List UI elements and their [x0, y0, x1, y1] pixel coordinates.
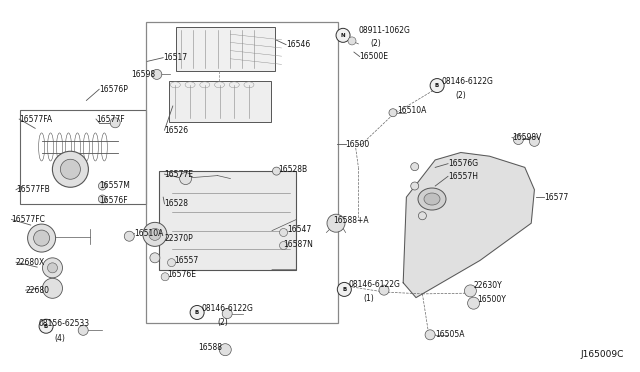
Text: 16577FC: 16577FC: [12, 215, 45, 224]
Text: 08146-6122G: 08146-6122G: [202, 304, 253, 313]
Circle shape: [99, 182, 106, 190]
Text: 16576E: 16576E: [168, 270, 196, 279]
Text: 08911-1062G: 08911-1062G: [358, 26, 410, 35]
Text: 16546: 16546: [286, 40, 310, 49]
Bar: [169, 81, 271, 122]
Circle shape: [280, 228, 287, 237]
Text: 16588+A: 16588+A: [333, 216, 369, 225]
Text: 16598V: 16598V: [512, 133, 541, 142]
Circle shape: [190, 305, 204, 320]
Text: 16526: 16526: [164, 126, 189, 135]
Circle shape: [42, 278, 63, 298]
Circle shape: [78, 326, 88, 335]
Bar: [20, 110, 146, 204]
Text: 22370P: 22370P: [164, 234, 193, 243]
Circle shape: [280, 241, 287, 250]
Circle shape: [465, 285, 476, 297]
Circle shape: [273, 167, 280, 175]
Text: 16547: 16547: [287, 225, 311, 234]
Ellipse shape: [424, 193, 440, 205]
Circle shape: [411, 182, 419, 190]
Circle shape: [152, 70, 162, 79]
Circle shape: [389, 109, 397, 117]
Text: (2): (2): [218, 318, 228, 327]
Text: B: B: [342, 287, 346, 292]
Text: 16510A: 16510A: [397, 106, 426, 115]
Text: 16528B: 16528B: [278, 165, 308, 174]
Circle shape: [337, 282, 351, 296]
Text: B: B: [435, 83, 439, 88]
Ellipse shape: [418, 188, 446, 210]
Bar: [146, 22, 338, 323]
Circle shape: [34, 230, 50, 246]
Circle shape: [47, 263, 58, 273]
Circle shape: [220, 344, 231, 356]
Text: 08156-62533: 08156-62533: [38, 319, 90, 328]
Bar: [159, 171, 296, 270]
Circle shape: [124, 231, 134, 241]
Text: 16510A: 16510A: [134, 229, 164, 238]
Circle shape: [425, 330, 435, 340]
Text: 16577E: 16577E: [164, 170, 193, 179]
Text: B: B: [195, 310, 199, 315]
Circle shape: [411, 163, 419, 171]
Text: J165009C: J165009C: [580, 350, 624, 359]
Text: 16598: 16598: [131, 70, 155, 79]
Text: 16500E: 16500E: [360, 52, 388, 61]
Circle shape: [149, 228, 161, 240]
Text: 16576P: 16576P: [99, 85, 128, 94]
Text: 16557M: 16557M: [99, 182, 130, 190]
Circle shape: [110, 118, 120, 128]
Circle shape: [180, 173, 191, 185]
Text: 16577F: 16577F: [96, 115, 125, 124]
Circle shape: [28, 224, 56, 252]
Circle shape: [379, 285, 389, 295]
Circle shape: [39, 319, 53, 333]
Text: (2): (2): [370, 39, 381, 48]
Bar: [176, 27, 275, 71]
Circle shape: [529, 137, 540, 146]
Text: 16517: 16517: [163, 53, 188, 62]
Text: 16528: 16528: [164, 199, 189, 208]
Circle shape: [52, 151, 88, 187]
Text: 16577: 16577: [544, 193, 568, 202]
Text: 16587N: 16587N: [284, 240, 314, 248]
Circle shape: [336, 28, 350, 42]
Text: 16505A: 16505A: [435, 330, 465, 339]
Circle shape: [348, 37, 356, 45]
Text: 16557H: 16557H: [448, 172, 478, 181]
Text: 22630Y: 22630Y: [474, 281, 502, 290]
Circle shape: [150, 253, 160, 263]
Circle shape: [99, 195, 106, 203]
Text: 16500Y: 16500Y: [477, 295, 506, 304]
Circle shape: [222, 309, 232, 318]
Text: 08146-6122G: 08146-6122G: [442, 77, 493, 86]
Text: 16577FA: 16577FA: [19, 115, 52, 124]
Text: N: N: [340, 33, 346, 38]
Circle shape: [430, 78, 444, 93]
Text: 16576G: 16576G: [448, 159, 478, 168]
Circle shape: [327, 214, 345, 232]
Text: 08146-6122G: 08146-6122G: [349, 280, 401, 289]
Circle shape: [419, 212, 426, 220]
Text: 16557: 16557: [174, 256, 198, 265]
Text: B: B: [44, 324, 48, 329]
Circle shape: [161, 273, 169, 281]
Text: (2): (2): [456, 92, 467, 100]
Text: (1): (1): [364, 294, 374, 303]
Polygon shape: [403, 153, 534, 298]
Circle shape: [60, 159, 81, 179]
Circle shape: [513, 135, 524, 144]
Text: 16588: 16588: [198, 343, 223, 352]
Text: 16576F: 16576F: [99, 196, 128, 205]
Circle shape: [168, 259, 175, 267]
Text: 16500: 16500: [346, 140, 370, 149]
Circle shape: [42, 258, 63, 278]
Circle shape: [468, 297, 479, 309]
Text: (4): (4): [54, 334, 65, 343]
Text: 16577FB: 16577FB: [16, 185, 50, 194]
Text: 22680: 22680: [26, 286, 50, 295]
Text: 22680X: 22680X: [16, 258, 45, 267]
Circle shape: [143, 222, 167, 246]
